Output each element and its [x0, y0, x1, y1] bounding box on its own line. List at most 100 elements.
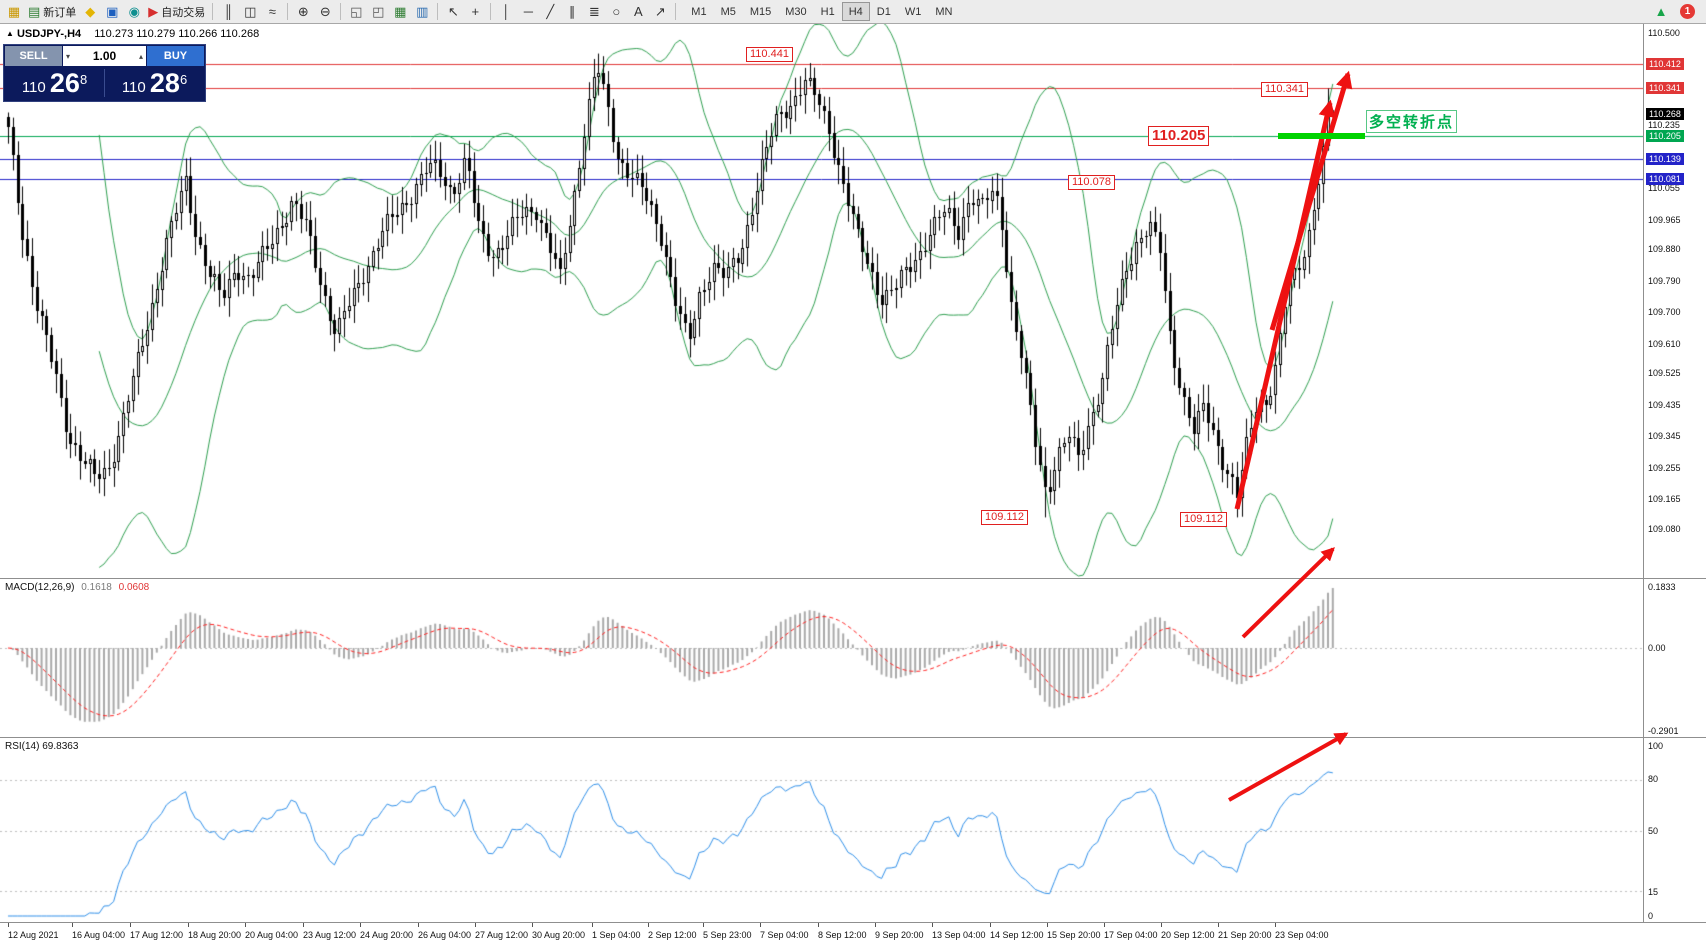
- price-label-annotation[interactable]: 109.112: [981, 510, 1028, 525]
- timeframe-d1[interactable]: D1: [876, 5, 891, 18]
- main-chart-canvas[interactable]: [0, 24, 1643, 578]
- timeframe-m1[interactable]: M1: [691, 5, 707, 18]
- trendline-icon-glyph: ╱: [546, 4, 555, 19]
- rsi-canvas[interactable]: [0, 738, 1643, 922]
- price-tick: 109.965: [1648, 214, 1681, 225]
- price-label-annotation[interactable]: 110.078: [1068, 175, 1115, 190]
- volume-field[interactable]: ▾ 1.00 ▴: [63, 46, 146, 66]
- bid-point: 8: [79, 71, 88, 87]
- zoom-out-icon[interactable]: ⊖: [314, 2, 336, 22]
- time-tick: [303, 923, 304, 927]
- buy-button[interactable]: BUY: [147, 46, 204, 66]
- price-label-annotation[interactable]: 110.341: [1261, 82, 1308, 97]
- chart-window-icon[interactable]: ▦: [3, 2, 25, 22]
- time-label: 24 Aug 20:00: [360, 930, 414, 940]
- autotrading-button[interactable]: ▶ 自动交易: [145, 2, 208, 22]
- chart-ohlc-readout: ▲ USDJPY-,H4 110.273 110.279 110.266 110…: [6, 28, 259, 40]
- text-tool-icon-glyph: A: [633, 4, 643, 19]
- zoom-in-icon-glyph: ⊕: [297, 4, 309, 19]
- candlestick-chart-icon[interactable]: ◫: [239, 2, 261, 22]
- horizontal-line-icon-glyph: ─: [523, 4, 533, 19]
- timeframe-m5[interactable]: M5: [720, 5, 736, 18]
- price-label-annotation[interactable]: 109.112: [1180, 512, 1227, 527]
- cn-annotation-note[interactable]: 多空转折点: [1366, 110, 1458, 133]
- time-label: 23 Aug 12:00: [303, 930, 357, 940]
- timeframe-m30[interactable]: M30: [785, 5, 807, 18]
- price-tick: 109.880: [1648, 244, 1681, 255]
- rsi-axis[interactable]: 100 80 50 15 0: [1643, 738, 1706, 922]
- market-watch-icon[interactable]: ▣: [101, 2, 123, 22]
- cursor-icon[interactable]: ↖: [442, 2, 464, 22]
- price-label-annotation[interactable]: 110.205: [1148, 126, 1210, 146]
- candlestick-chart-icon-glyph: ◫: [244, 4, 257, 19]
- timeframe-h4[interactable]: H4: [841, 2, 870, 21]
- new-order-button[interactable]: ▤ 新订单: [25, 2, 79, 22]
- time-tick: [8, 923, 9, 927]
- trend-arrow-main[interactable]: [1234, 99, 1336, 510]
- time-tick: [703, 923, 704, 927]
- time-tick: [1218, 923, 1219, 927]
- price-label-annotation[interactable]: 110.441: [746, 47, 793, 62]
- toolbar-separator: [490, 3, 492, 20]
- rsi-label: RSI(14) 69.8363: [5, 741, 78, 752]
- metaquotes-icon-glyph: ◆: [85, 4, 96, 19]
- time-axis[interactable]: 12 Aug 2021 16 Aug 04:00 17 Aug 12:00 18 Au…: [0, 922, 1706, 947]
- chart-shift-icon[interactable]: ▥: [411, 2, 433, 22]
- arrows-tool-icon[interactable]: ↗: [649, 2, 671, 22]
- time-tick: [818, 923, 819, 927]
- macd-canvas[interactable]: [0, 579, 1643, 737]
- timeframe-toolbar: M1 M5 M15 M30 H1 H4 D1 W1 MN: [684, 0, 959, 23]
- time-label: 23 Sep 04:00: [1275, 930, 1329, 940]
- line-chart-icon[interactable]: ≈: [261, 2, 283, 22]
- timeframe-m15[interactable]: M15: [749, 5, 772, 18]
- timeframe-mn[interactable]: MN: [935, 5, 953, 18]
- auto-arrange-icon[interactable]: ▦: [389, 2, 411, 22]
- timeframe-h1[interactable]: H1: [820, 5, 835, 18]
- toolbar-groups: ▦ ▤ 新订单 ◆ ▣ ◉ ▶ 自动交易 ║ ◫ ≈ ⊕ ⊖ ◱ ◰ ▦ ▥ ↖ + │ ─ ╱ ∥ ≣ ○ A ↗: [3, 0, 680, 23]
- market-up-icon[interactable]: ▲: [1654, 4, 1668, 19]
- trendline-icon[interactable]: ╱: [539, 2, 561, 22]
- trend-arrow-main-upper[interactable]: [1269, 70, 1353, 331]
- tile-windows-icon[interactable]: ◱: [345, 2, 367, 22]
- toolbar-separator: [675, 3, 677, 20]
- trend-arrow-rsi[interactable]: [1228, 732, 1349, 802]
- sell-button[interactable]: SELL: [5, 46, 62, 66]
- fibonacci-icon[interactable]: ≣: [583, 2, 605, 22]
- volume-up-caret[interactable]: ▴: [138, 51, 143, 61]
- price-tick: 109.525: [1648, 368, 1681, 379]
- time-label: 1 Sep 04:00: [592, 930, 641, 940]
- price-line-label: 110.081: [1646, 173, 1684, 186]
- volume-down-caret[interactable]: ▾: [66, 51, 71, 61]
- shapes-icon[interactable]: ○: [605, 2, 627, 22]
- time-tick: [188, 923, 189, 927]
- ohlc-bars-icon[interactable]: ║: [217, 2, 239, 22]
- time-tick: [1161, 923, 1162, 927]
- channel-icon[interactable]: ∥: [561, 2, 583, 22]
- horizontal-line-icon[interactable]: ─: [517, 2, 539, 22]
- price-axis[interactable]: 110.500 110.235 110.055 109.965 109.880 109.7…: [1643, 24, 1706, 578]
- notification-count-badge[interactable]: 1: [1680, 4, 1695, 19]
- time-tick: [475, 923, 476, 927]
- macd-axis-tick: 0.1833: [1648, 582, 1676, 592]
- time-tick: [532, 923, 533, 927]
- macd-panel: MACD(12,26,9) 0.1618 0.0608 0.1833 0.00 -0…: [0, 578, 1706, 737]
- zoom-in-icon[interactable]: ⊕: [292, 2, 314, 22]
- text-tool-icon[interactable]: A: [627, 2, 649, 22]
- time-label: 26 Aug 04:00: [418, 930, 472, 940]
- price-divider: [104, 69, 105, 97]
- bid-price: 110 268: [5, 68, 104, 99]
- data-window-icon[interactable]: ◉: [123, 2, 145, 22]
- time-label: 17 Sep 04:00: [1104, 930, 1158, 940]
- vertical-line-icon[interactable]: │: [495, 2, 517, 22]
- toolbar-right-icons: ▲: [1650, 2, 1672, 22]
- timeframe-w1[interactable]: W1: [904, 5, 922, 18]
- macd-axis[interactable]: 0.1833 0.00 -0.2901: [1643, 579, 1706, 737]
- macd-label: MACD(12,26,9) 0.1618 0.0608: [5, 582, 149, 593]
- volume-value[interactable]: 1.00: [92, 49, 117, 63]
- metaquotes-icon[interactable]: ◆: [79, 2, 101, 22]
- rsi-panel: RSI(14) 69.8363 100 80 50 15 0: [0, 737, 1706, 922]
- trend-arrow-macd[interactable]: [1241, 547, 1335, 639]
- cascade-windows-icon[interactable]: ◰: [367, 2, 389, 22]
- crosshair-icon[interactable]: +: [464, 2, 486, 22]
- macd-main-value: 0.1618: [81, 582, 112, 593]
